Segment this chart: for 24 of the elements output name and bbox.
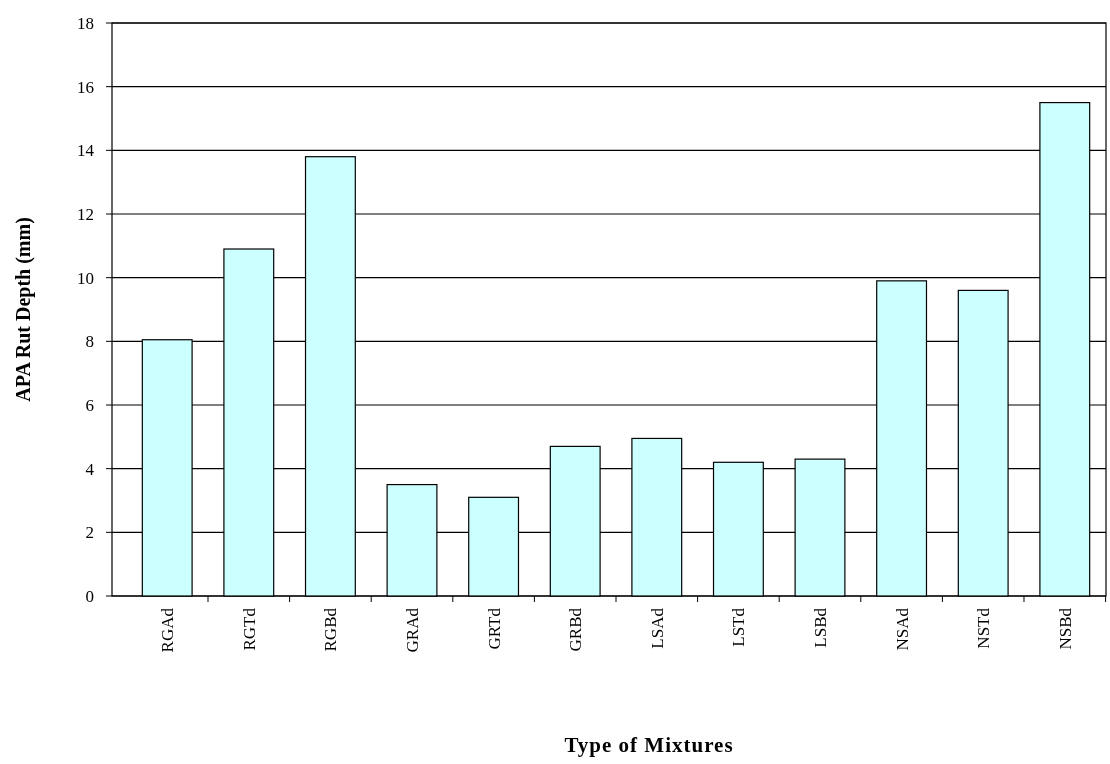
x-tick-label: RGTd <box>239 607 259 651</box>
x-tick-label: NSBd <box>1055 607 1075 650</box>
y-tick-label: 2 <box>85 523 94 543</box>
x-tick-label: RGBd <box>321 607 341 652</box>
x-tick-label: NSTd <box>974 607 994 649</box>
y-tick-label: 8 <box>85 332 94 352</box>
y-tick-label: 12 <box>77 204 94 224</box>
y-tick-label: 18 <box>77 13 94 33</box>
x-tick-label: GRAd <box>402 607 422 653</box>
x-tick-label: LSAd <box>647 607 667 649</box>
x-tick-label: LSBd <box>810 607 830 648</box>
y-tick-label: 6 <box>85 395 94 415</box>
y-axis-title: APA Rut Depth (mm) <box>12 217 35 402</box>
x-tick-label: GRBd <box>566 607 586 652</box>
y-tick-label: 4 <box>85 459 95 479</box>
x-tick-label: GRTd <box>484 607 504 650</box>
y-tick-label: 10 <box>77 268 94 288</box>
y-tick-label: 14 <box>77 141 95 161</box>
x-tick-label: RGAd <box>158 607 178 653</box>
x-axis-title: Type of Mixtures <box>564 733 734 757</box>
x-tick-label: LSTd <box>729 607 749 647</box>
y-tick-label: 16 <box>77 77 94 97</box>
y-tick-label: 0 <box>85 586 94 606</box>
x-tick-label: NSAd <box>892 607 912 651</box>
